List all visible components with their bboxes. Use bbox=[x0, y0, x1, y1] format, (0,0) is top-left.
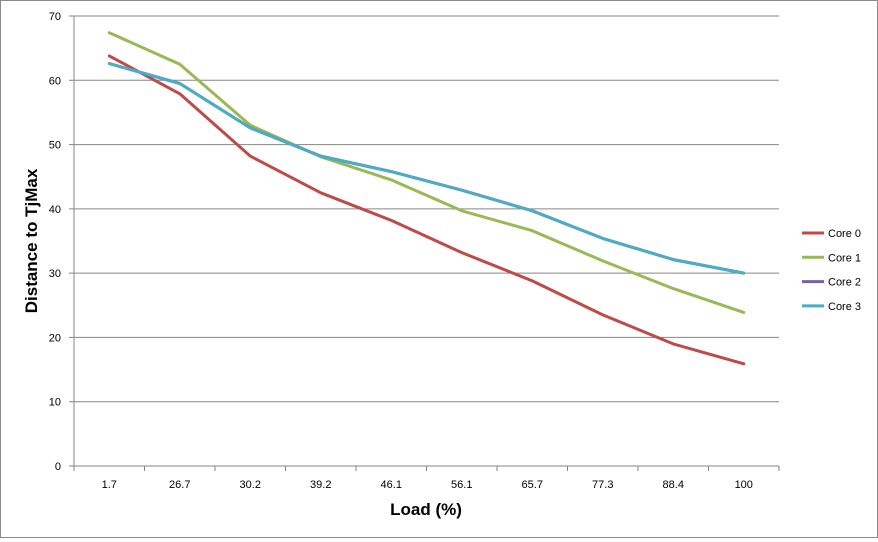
y-tick-label: 70 bbox=[49, 11, 61, 23]
x-axis-title: Load (%) bbox=[390, 500, 462, 519]
legend-label-core-2: Core 2 bbox=[828, 277, 861, 289]
y-tick-label: 30 bbox=[49, 268, 61, 280]
x-axis-ticks: 1.7 26.7 30.2 39.2 46.1 56.1 65.7 77.3 88.4 100 bbox=[73, 466, 780, 491]
x-tick-label: 65.7 bbox=[522, 479, 543, 491]
y-tick-label: 20 bbox=[49, 332, 61, 344]
x-tick-label: 77.3 bbox=[592, 479, 613, 491]
x-tick-label: 56.1 bbox=[451, 479, 472, 491]
y-tick-label: 50 bbox=[49, 140, 61, 152]
series-lines bbox=[107, 31, 746, 366]
y-tick-label: 60 bbox=[49, 75, 61, 87]
x-tick-label: 39.2 bbox=[310, 479, 331, 491]
y-axis-ticks: 0 10 20 30 40 50 60 70 bbox=[49, 11, 74, 473]
y-tick-label: 0 bbox=[55, 461, 61, 473]
y-axis-title: Distance to TjMax bbox=[22, 168, 41, 313]
x-tick-label: 100 bbox=[735, 479, 753, 491]
y-tick-label: 10 bbox=[49, 397, 61, 409]
series-line-core-1 bbox=[107, 31, 746, 314]
series-line-core-0 bbox=[107, 54, 746, 366]
series-line-core-3 bbox=[107, 62, 746, 275]
legend-label-core-3: Core 3 bbox=[828, 301, 861, 313]
series-line-core-2 bbox=[107, 62, 746, 275]
x-tick-label: 46.1 bbox=[381, 479, 402, 491]
gridlines bbox=[74, 15, 779, 403]
axes bbox=[73, 16, 779, 467]
legend: Core 0 Core 1 Core 2 Core 3 bbox=[802, 228, 861, 313]
y-tick-label: 40 bbox=[49, 204, 61, 216]
x-tick-label: 1.7 bbox=[102, 479, 117, 491]
x-tick-label: 26.7 bbox=[169, 479, 190, 491]
legend-label-core-0: Core 0 bbox=[828, 228, 861, 240]
x-tick-label: 88.4 bbox=[663, 479, 684, 491]
legend-label-core-1: Core 1 bbox=[828, 252, 861, 264]
x-tick-label: 30.2 bbox=[240, 479, 261, 491]
